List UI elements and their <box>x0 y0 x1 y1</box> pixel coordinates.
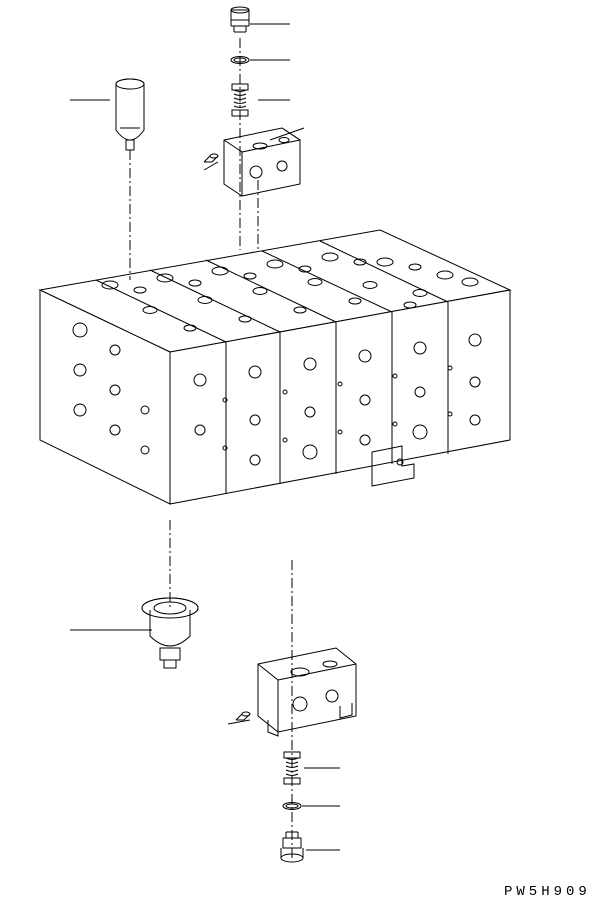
sub-body-top <box>224 128 300 196</box>
sub-body-bottom <box>258 648 356 736</box>
bolt-top <box>204 154 218 162</box>
cover-lower-left <box>142 598 198 668</box>
plug-top <box>231 7 249 32</box>
sleeve-upper-left <box>116 79 144 150</box>
drawing-id: PW5H909 <box>504 884 591 900</box>
lead-bolt-bottom <box>228 720 250 724</box>
bolt-bottom <box>236 712 250 720</box>
lead-bolt-top <box>204 162 218 170</box>
valve-block <box>40 230 510 504</box>
